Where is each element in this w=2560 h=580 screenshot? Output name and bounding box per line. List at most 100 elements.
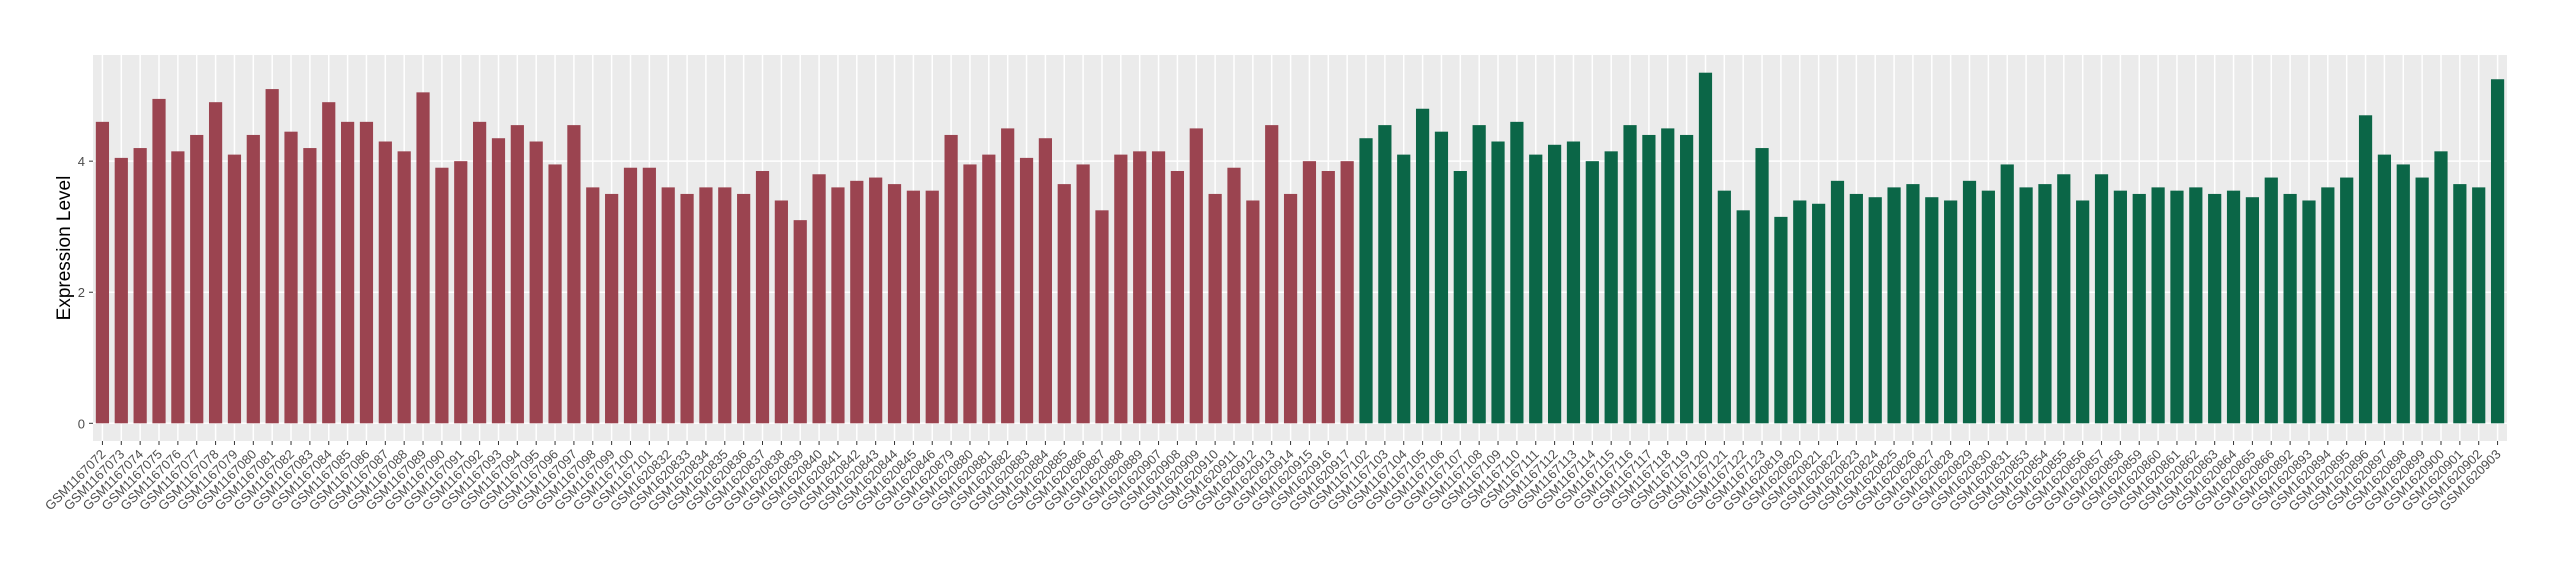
bar xyxy=(1830,180,1845,424)
bar xyxy=(1453,170,1467,424)
bar xyxy=(1680,134,1694,424)
bar xyxy=(1415,108,1430,424)
bar xyxy=(284,131,298,424)
bar xyxy=(605,193,619,424)
bar xyxy=(1529,154,1543,424)
bar xyxy=(208,102,223,424)
bar xyxy=(133,148,147,424)
bar xyxy=(1793,200,1807,424)
bar xyxy=(1321,170,1335,424)
bar xyxy=(265,89,279,424)
bar xyxy=(869,177,883,424)
bar xyxy=(114,157,128,424)
bar xyxy=(1472,125,1486,424)
bar xyxy=(963,164,977,424)
y-tick-label: 2 xyxy=(78,285,85,300)
bar xyxy=(755,170,770,424)
bar xyxy=(2208,193,2222,424)
bar xyxy=(1019,157,1034,424)
bar xyxy=(1962,180,1977,424)
bar xyxy=(510,125,524,424)
bar xyxy=(623,167,638,424)
bar xyxy=(1849,193,1863,424)
bar xyxy=(1585,161,1599,424)
bar xyxy=(548,164,562,424)
bar xyxy=(1208,193,1222,424)
bar xyxy=(322,102,336,424)
bar xyxy=(2189,187,2203,424)
bar xyxy=(1774,216,1788,424)
bar xyxy=(1604,151,1618,424)
bar xyxy=(737,193,751,424)
bar xyxy=(1283,193,1298,424)
bar xyxy=(718,187,732,424)
bar xyxy=(2472,187,2486,424)
bar xyxy=(2132,193,2146,424)
bar xyxy=(1812,203,1826,424)
bar xyxy=(1001,128,1015,424)
bar xyxy=(1491,141,1505,424)
bar xyxy=(1698,72,1713,424)
bar xyxy=(2434,151,2448,424)
bar xyxy=(1114,154,1128,424)
bar xyxy=(529,141,543,424)
bar xyxy=(454,161,468,424)
bar xyxy=(2076,200,2090,424)
bar xyxy=(2264,177,2278,424)
bar xyxy=(812,174,826,424)
bar xyxy=(1434,131,1449,424)
bar xyxy=(491,138,506,424)
bar xyxy=(2094,174,2109,424)
bar xyxy=(171,151,185,424)
bar xyxy=(1623,125,1637,424)
bar xyxy=(2000,164,2014,424)
bar xyxy=(699,187,713,424)
bar xyxy=(2490,79,2505,424)
bar xyxy=(359,121,374,424)
bar xyxy=(435,167,449,424)
bar xyxy=(2415,177,2429,424)
bar xyxy=(397,151,411,424)
bar xyxy=(1755,148,1769,424)
bar xyxy=(1265,125,1279,424)
bar xyxy=(982,154,996,424)
bar xyxy=(2226,190,2241,424)
bar xyxy=(1717,190,1731,424)
bar xyxy=(1868,197,1882,424)
bar xyxy=(1151,151,1166,424)
bar xyxy=(2358,115,2373,424)
bar xyxy=(152,98,166,424)
bar xyxy=(1378,125,1392,424)
bar xyxy=(887,184,902,424)
bar xyxy=(2302,200,2316,424)
bar xyxy=(1981,190,1995,424)
bar xyxy=(2340,177,2354,424)
bar xyxy=(1510,121,1524,424)
bar xyxy=(1906,184,1920,424)
bar xyxy=(2019,187,2033,424)
bar xyxy=(1925,197,1939,424)
bar xyxy=(190,134,204,424)
bar xyxy=(2453,184,2467,424)
bar xyxy=(2396,164,2410,424)
bar xyxy=(1133,151,1147,424)
bar xyxy=(1246,200,1260,424)
bar xyxy=(925,190,939,424)
bar xyxy=(1566,141,1581,424)
bar xyxy=(906,190,920,424)
bar xyxy=(1076,164,1090,424)
bar xyxy=(1397,154,1411,424)
bar xyxy=(1170,170,1185,424)
bar xyxy=(1038,138,1052,424)
bar xyxy=(831,187,845,424)
bar xyxy=(378,141,392,424)
bar xyxy=(2283,193,2297,424)
bar xyxy=(95,121,110,424)
bar xyxy=(793,220,807,424)
bar xyxy=(1944,200,1958,424)
bar xyxy=(2151,187,2165,424)
bar xyxy=(586,187,600,424)
bar xyxy=(1302,161,1317,424)
y-tick-label: 0 xyxy=(78,416,85,431)
